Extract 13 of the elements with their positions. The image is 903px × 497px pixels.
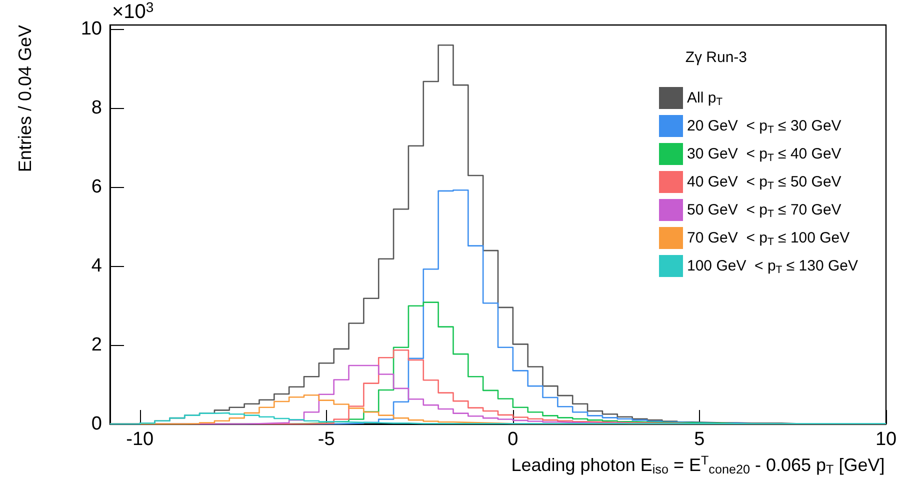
y-tick-label: 6: [91, 176, 102, 198]
y-tick-label: 2: [91, 334, 102, 356]
x-tick-label: 10: [875, 429, 897, 450]
y-tick-label: 4: [91, 255, 102, 276]
y-tick-label: 0: [91, 414, 102, 434]
x-tick-label: 5: [694, 429, 705, 450]
y-tick-label: 10: [80, 18, 102, 40]
y-axis-title: Entries / 0.04 GeV: [15, 25, 35, 172]
x-tick-label: -10: [126, 429, 154, 450]
y-tick-label: 8: [91, 97, 102, 118]
legend-title: Zγ Run-3: [685, 49, 748, 66]
x-tick-label: 0: [508, 429, 518, 450]
x-tick-label: -5: [318, 429, 335, 450]
